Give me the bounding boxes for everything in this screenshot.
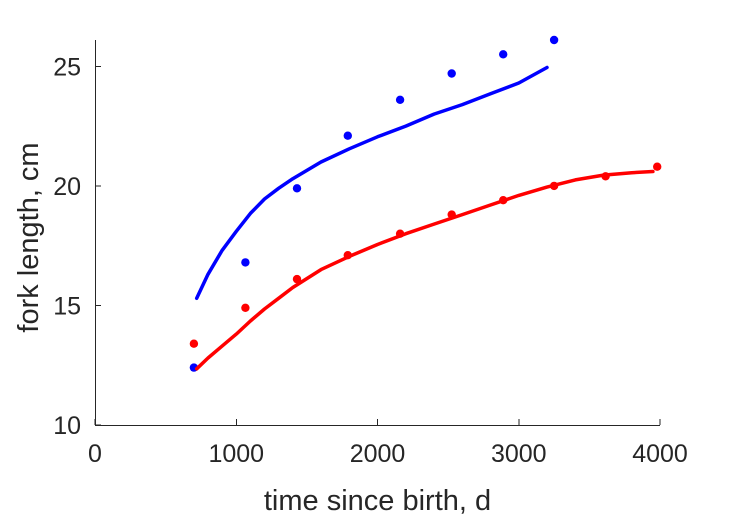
x-tick-label: 4000 bbox=[632, 440, 688, 468]
series-2 bbox=[189, 162, 662, 371]
data-point bbox=[601, 172, 610, 181]
axes bbox=[95, 40, 660, 426]
data-point bbox=[292, 274, 302, 284]
x-tick-label: 1000 bbox=[208, 440, 264, 468]
data-point bbox=[447, 210, 456, 219]
data-point bbox=[241, 303, 250, 312]
y-tick-label: 20 bbox=[53, 173, 81, 201]
data-point bbox=[241, 258, 250, 267]
data-point bbox=[499, 196, 508, 205]
x-tick-label: 2000 bbox=[350, 440, 406, 468]
data-point bbox=[343, 251, 352, 260]
data-point bbox=[549, 181, 559, 191]
x-ticks: 0 1000 2000 3000 4000 bbox=[88, 419, 688, 468]
data-point bbox=[189, 339, 199, 348]
data-point bbox=[292, 184, 302, 193]
data-point bbox=[343, 131, 352, 140]
data-point bbox=[499, 50, 508, 59]
y-ticks: 10 15 20 25 bbox=[53, 53, 101, 440]
data-point bbox=[549, 35, 559, 45]
data-point bbox=[395, 229, 405, 238]
x-tick-label: 0 bbox=[88, 440, 102, 468]
fit-line bbox=[194, 65, 549, 301]
fit-line bbox=[194, 169, 655, 371]
data-point bbox=[653, 162, 662, 171]
data-point bbox=[447, 69, 456, 78]
y-tick-label: 25 bbox=[53, 53, 81, 81]
y-tick-label: 10 bbox=[53, 412, 81, 440]
x-tick-label: 3000 bbox=[491, 440, 547, 468]
y-tick-label: 15 bbox=[53, 292, 81, 320]
series-layer bbox=[189, 35, 662, 372]
data-point bbox=[395, 95, 405, 105]
x-axis-label: time since birth, d bbox=[264, 485, 491, 517]
y-axis-label: fork length, cm bbox=[13, 142, 45, 332]
